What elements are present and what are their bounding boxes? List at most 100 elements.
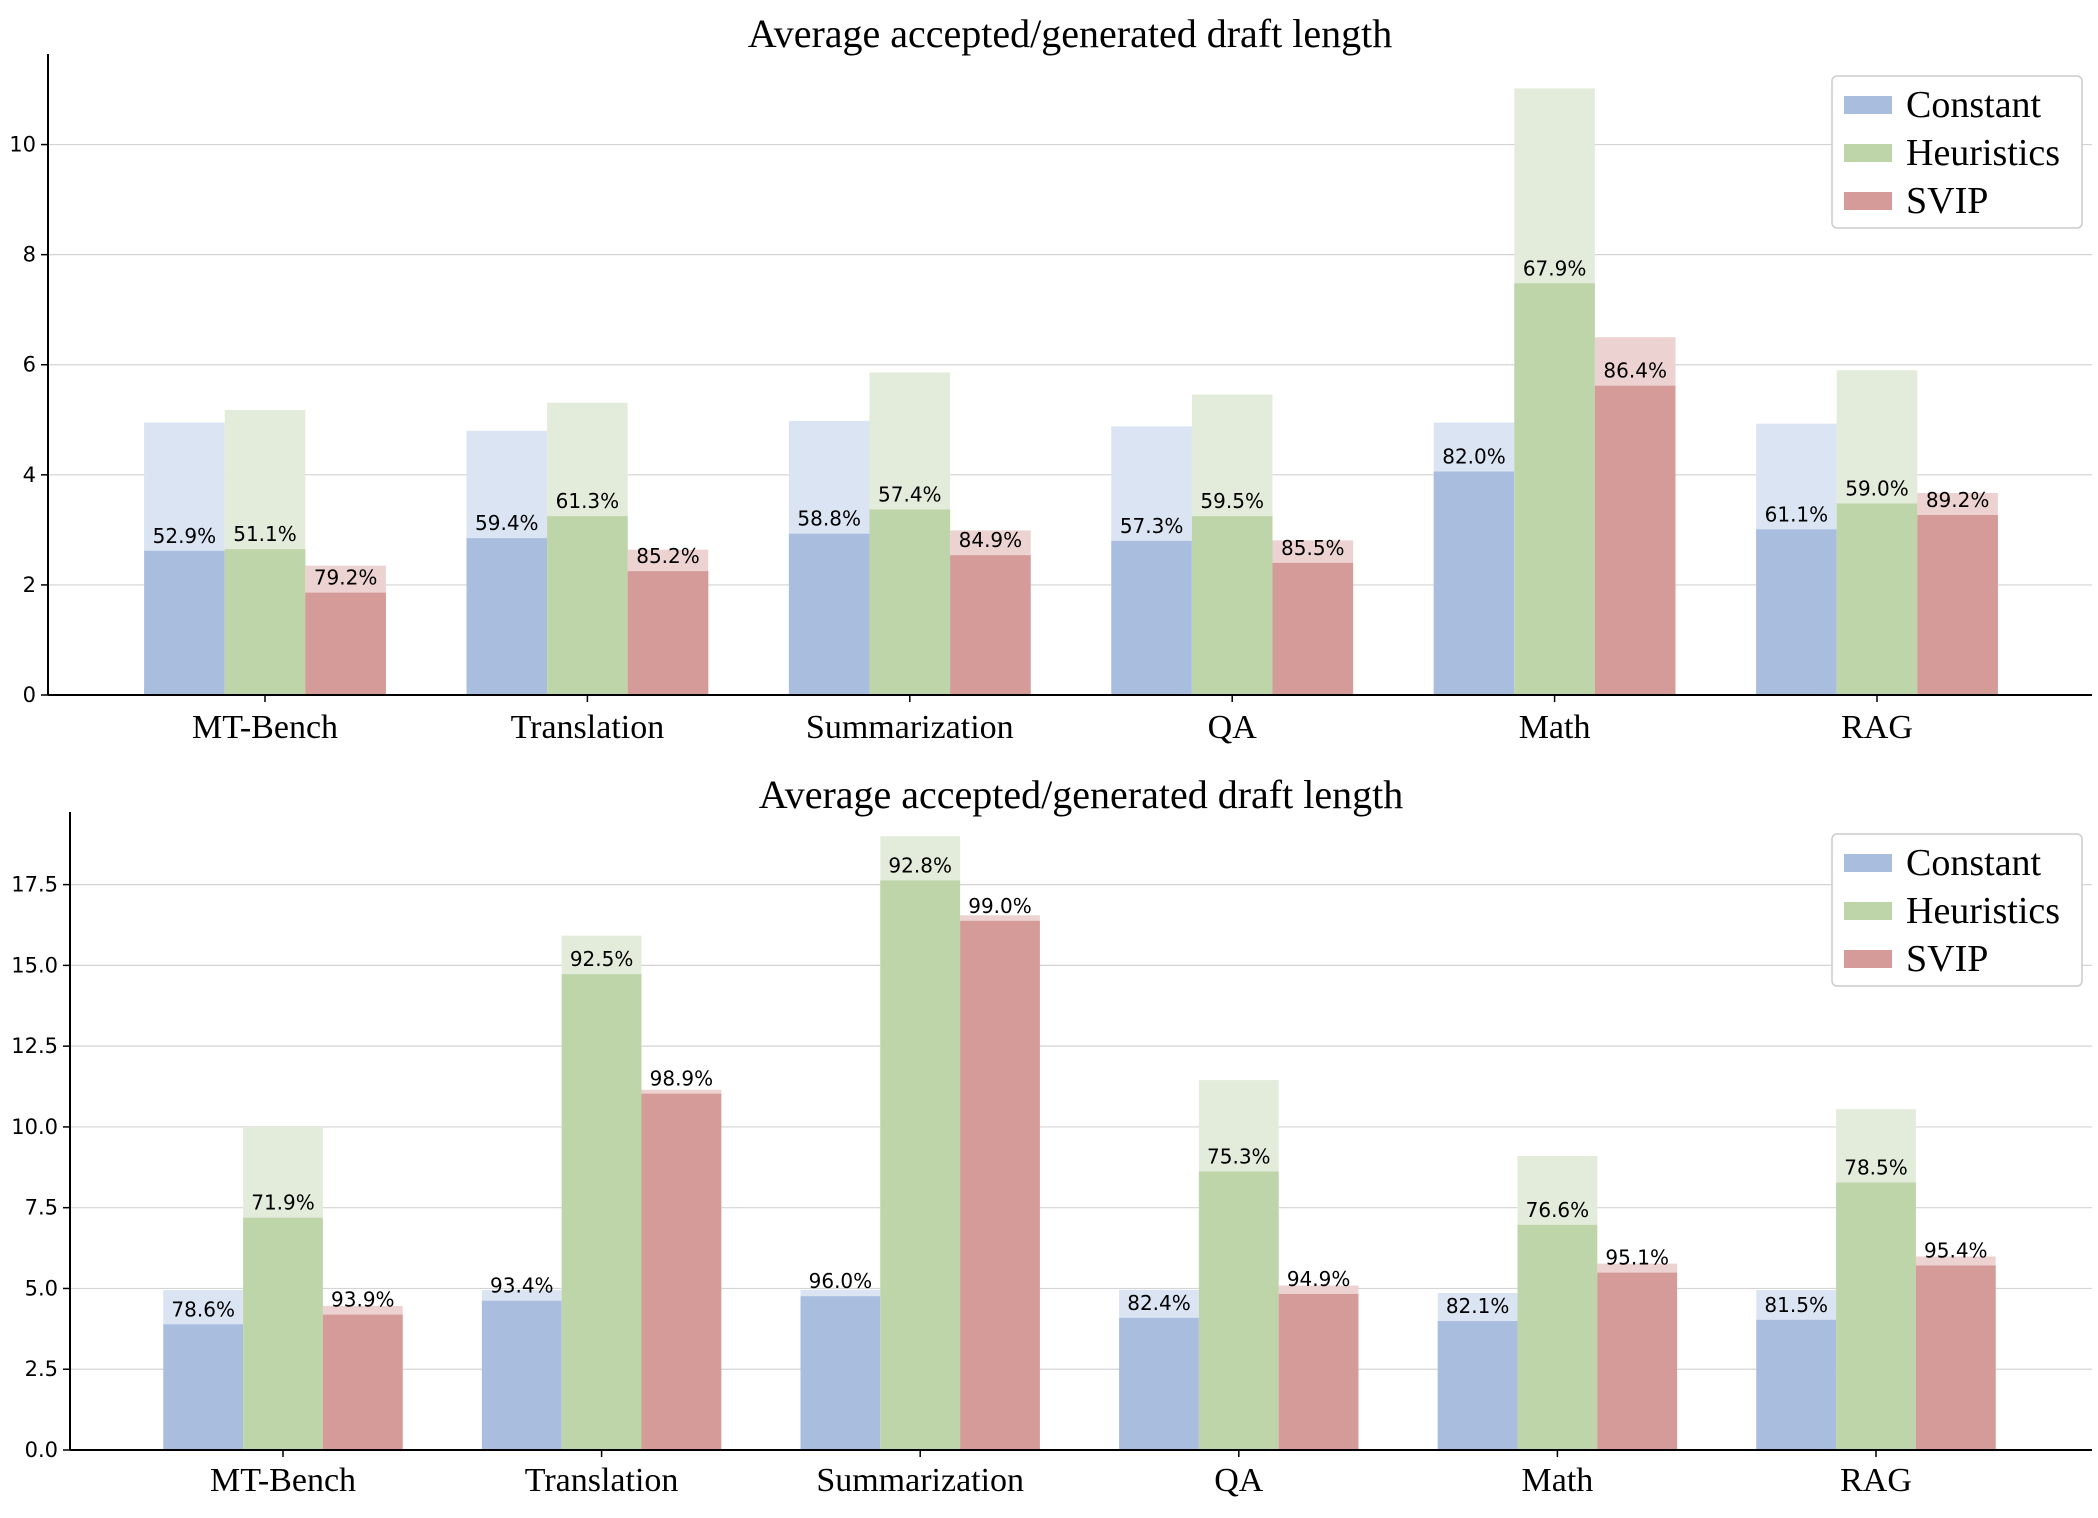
legend-swatch-heuristics — [1844, 144, 1892, 162]
y-tick-label: 12.5 — [11, 1034, 58, 1058]
x-tick-label: QA — [1214, 1462, 1264, 1499]
data-label: 76.6% — [1526, 1198, 1590, 1222]
data-label: 57.3% — [1120, 514, 1184, 538]
data-label: 52.9% — [153, 524, 217, 548]
data-label: 82.0% — [1442, 445, 1506, 469]
bar-accepted-heuristics — [880, 880, 961, 1450]
bar-accepted-svip — [1272, 562, 1354, 695]
data-label: 96.0% — [809, 1269, 873, 1293]
data-label: 51.1% — [233, 522, 297, 546]
y-tick-label: 2.5 — [25, 1357, 58, 1381]
y-tick-label: 10.0 — [11, 1115, 58, 1139]
data-label: 58.8% — [797, 507, 861, 531]
x-tick-label: QA — [1208, 709, 1258, 746]
data-label: 78.6% — [171, 1297, 235, 1321]
y-tick-label: 10 — [9, 133, 36, 157]
data-label: 93.4% — [490, 1274, 554, 1298]
data-label: 67.9% — [1523, 256, 1587, 280]
data-label: 61.1% — [1765, 502, 1829, 526]
data-label: 98.9% — [650, 1067, 714, 1091]
bar-accepted-heuristics — [243, 1217, 323, 1450]
bar-accepted-heuristics — [1517, 1224, 1598, 1450]
legend-label: Constant — [1906, 84, 2042, 126]
x-tick-label: MT-Bench — [210, 1462, 356, 1499]
data-label: 59.4% — [475, 511, 539, 535]
data-label: 92.5% — [570, 947, 634, 971]
bar-accepted-constant — [1111, 540, 1192, 695]
bar-accepted-heuristics — [547, 516, 628, 695]
legend-swatch-constant — [1844, 854, 1892, 872]
data-label: 75.3% — [1207, 1145, 1271, 1169]
legend-swatch-heuristics — [1844, 902, 1892, 920]
bar-accepted-heuristics — [1198, 1171, 1279, 1450]
x-tick-label: RAG — [1840, 1462, 1912, 1499]
bar-accepted-svip — [627, 571, 709, 695]
bar-accepted-heuristics — [561, 974, 642, 1450]
bar-accepted-heuristics — [1836, 503, 1918, 695]
data-label: 95.1% — [1605, 1246, 1669, 1270]
bar-accepted-svip — [1597, 1272, 1678, 1450]
x-tick-label: Summarization — [806, 709, 1014, 746]
y-tick-label: 4 — [23, 463, 36, 487]
data-label: 99.0% — [968, 894, 1032, 918]
bar-accepted-svip — [1915, 1265, 1996, 1450]
bar-accepted-constant — [1756, 1319, 1837, 1450]
y-tick-label: 7.5 — [25, 1196, 58, 1220]
data-label: 89.2% — [1926, 488, 1990, 512]
bar-accepted-svip — [960, 920, 1040, 1450]
data-label: 95.4% — [1924, 1239, 1988, 1263]
y-tick-label: 15.0 — [11, 953, 58, 977]
bar-accepted-constant — [466, 538, 548, 695]
data-label: 59.5% — [1200, 489, 1264, 513]
data-label: 94.9% — [1287, 1267, 1351, 1291]
legend-label: SVIP — [1906, 180, 1988, 222]
y-tick-label: 17.5 — [11, 873, 58, 897]
legend-label: Constant — [1906, 842, 2042, 884]
y-tick-label: 0.0 — [25, 1438, 58, 1462]
bar-accepted-heuristics — [224, 549, 306, 695]
data-label: 71.9% — [251, 1191, 315, 1215]
x-tick-label: Translation — [525, 1462, 679, 1499]
chart-title: Average accepted/generated draft length — [748, 11, 1392, 56]
legend-label: Heuristics — [1906, 890, 2060, 932]
bar-accepted-constant — [1433, 471, 1515, 695]
bar-accepted-constant — [1119, 1317, 1199, 1450]
x-tick-label: Math — [1522, 1462, 1594, 1499]
data-label: 85.5% — [1281, 536, 1345, 560]
data-label: 86.4% — [1603, 359, 1667, 383]
data-label: 78.5% — [1844, 1155, 1908, 1179]
bar-accepted-constant — [1756, 529, 1837, 695]
data-label: 85.2% — [636, 544, 700, 568]
legend-box — [1831, 833, 2083, 987]
chart-panel-2: 0.0 2.5 5.0 7.5 10.0 12.5 15.0 17.5 78.6% 71.9% 93… — [11, 772, 2092, 1499]
bar-accepted-heuristics — [1191, 516, 1273, 695]
data-label: 59.0% — [1845, 476, 1909, 500]
legend-swatch-constant — [1844, 96, 1892, 114]
bar-accepted-heuristics — [1514, 283, 1595, 695]
data-label: 61.3% — [556, 489, 620, 513]
x-tick-label: MT-Bench — [192, 709, 338, 746]
bar-accepted-svip — [950, 555, 1031, 695]
legend-swatch-svip — [1844, 950, 1892, 968]
bar-accepted-constant — [163, 1324, 244, 1450]
legend: Constant Heuristics SVIP — [1831, 75, 2083, 229]
bar-accepted-constant — [481, 1300, 562, 1450]
x-tick-label: RAG — [1841, 709, 1913, 746]
legend-swatch-svip — [1844, 192, 1892, 210]
legend-label: Heuristics — [1906, 132, 2060, 174]
data-label: 82.1% — [1446, 1294, 1510, 1318]
data-label: 93.9% — [331, 1288, 395, 1312]
bar-accepted-svip — [1594, 385, 1676, 695]
data-label: 81.5% — [1764, 1293, 1828, 1317]
chart-panel-1: 0 2 4 6 8 10 52.9% 51.1% 79.2% MT-Bench 59.4% 61.3%… — [9, 11, 2092, 746]
data-label: 84.9% — [959, 528, 1023, 552]
bar-accepted-heuristics — [1836, 1182, 1916, 1450]
bar-accepted-heuristics — [869, 509, 951, 695]
data-label: 82.4% — [1127, 1291, 1191, 1315]
bar-accepted-constant — [1437, 1321, 1518, 1450]
y-tick-label: 5.0 — [25, 1276, 58, 1300]
legend: Constant Heuristics SVIP — [1831, 833, 2083, 987]
legend-label: SVIP — [1906, 938, 1988, 980]
bar-accepted-svip — [1917, 515, 1998, 695]
